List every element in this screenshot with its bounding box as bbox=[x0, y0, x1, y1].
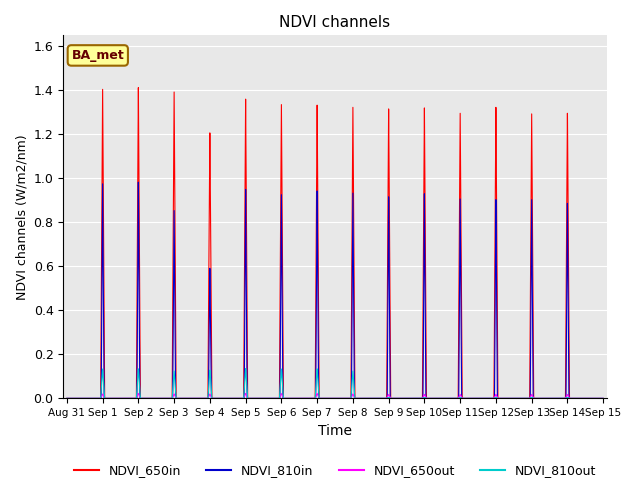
Line: NDVI_650in: NDVI_650in bbox=[67, 88, 603, 398]
NDVI_810in bbox=[168, 396, 176, 401]
NDVI_650out bbox=[65, 396, 73, 401]
NDVI_650in bbox=[134, 85, 142, 91]
NDVI_810out bbox=[571, 396, 579, 401]
NDVI_810in bbox=[85, 396, 93, 401]
NDVI_650in bbox=[85, 396, 93, 401]
NDVI_810in bbox=[65, 396, 73, 401]
Title: NDVI channels: NDVI channels bbox=[280, 15, 390, 30]
NDVI_810out bbox=[599, 396, 607, 401]
Text: BA_met: BA_met bbox=[72, 49, 124, 62]
NDVI_810in bbox=[571, 396, 579, 401]
NDVI_810in bbox=[63, 396, 70, 401]
NDVI_810in bbox=[134, 180, 142, 185]
NDVI_810out bbox=[63, 396, 70, 401]
NDVI_650out bbox=[242, 391, 250, 396]
NDVI_650out bbox=[85, 396, 93, 401]
NDVI_650out bbox=[63, 396, 70, 401]
NDVI_810out bbox=[65, 396, 73, 401]
NDVI_810out bbox=[325, 396, 333, 401]
NDVI_650out bbox=[599, 396, 607, 401]
NDVI_650out bbox=[168, 396, 176, 401]
NDVI_650in bbox=[599, 396, 607, 401]
NDVI_650out bbox=[571, 396, 579, 401]
NDVI_650in bbox=[65, 396, 73, 401]
NDVI_650in bbox=[571, 396, 579, 401]
NDVI_810out bbox=[168, 396, 176, 401]
X-axis label: Time: Time bbox=[318, 424, 352, 438]
NDVI_650in bbox=[325, 396, 333, 401]
NDVI_810in bbox=[325, 396, 333, 401]
NDVI_810out bbox=[95, 396, 103, 401]
NDVI_650out bbox=[95, 396, 103, 401]
NDVI_650in bbox=[168, 396, 176, 401]
Line: NDVI_810out: NDVI_810out bbox=[67, 369, 603, 398]
NDVI_650in bbox=[63, 396, 70, 401]
NDVI_650out bbox=[325, 396, 333, 401]
NDVI_810out bbox=[242, 366, 250, 372]
NDVI_650in bbox=[95, 396, 103, 401]
Y-axis label: NDVI channels (W/m2/nm): NDVI channels (W/m2/nm) bbox=[15, 134, 28, 300]
NDVI_810in bbox=[599, 396, 607, 401]
NDVI_810in bbox=[95, 396, 103, 401]
NDVI_810out bbox=[85, 396, 93, 401]
Line: NDVI_650out: NDVI_650out bbox=[67, 394, 603, 398]
Line: NDVI_810in: NDVI_810in bbox=[67, 182, 603, 398]
Legend: NDVI_650in, NDVI_810in, NDVI_650out, NDVI_810out: NDVI_650in, NDVI_810in, NDVI_650out, NDV… bbox=[68, 459, 601, 480]
